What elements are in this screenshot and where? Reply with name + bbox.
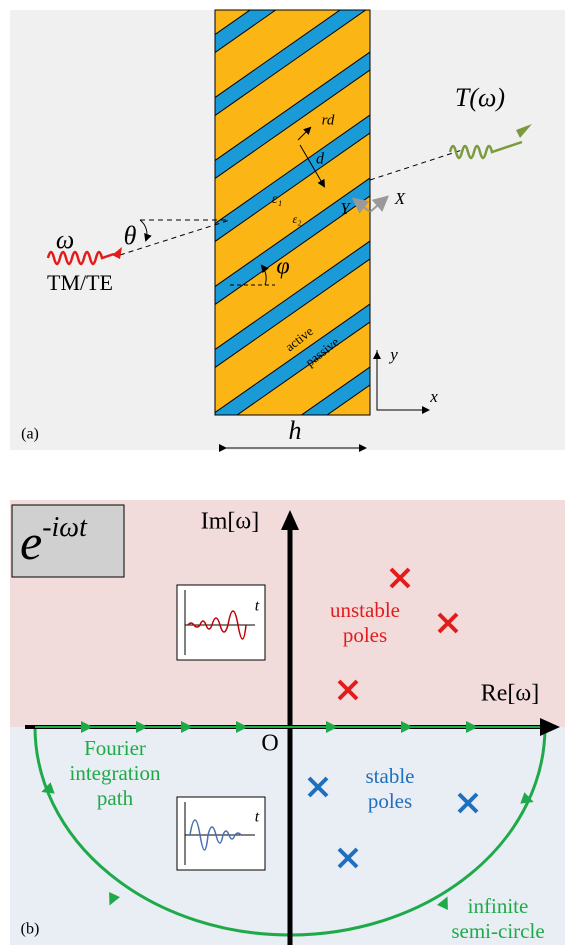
unstable-label: poles [343, 623, 387, 647]
fourier-label: path [97, 786, 134, 810]
inset-top-t: t [255, 598, 260, 615]
eps2: ε₂ [293, 212, 302, 226]
transmission: T(ω) [455, 83, 505, 112]
fourier-label: Fourier [84, 736, 146, 760]
origin: O [261, 731, 278, 757]
theta: θ [124, 221, 137, 250]
panel-label: (b) [21, 921, 40, 938]
stable-label: poles [368, 789, 412, 813]
re-label: Re[ω] [481, 681, 539, 707]
x-label: x [429, 387, 438, 406]
d: d [316, 151, 325, 168]
fourier-label: integration [70, 761, 161, 785]
exp-power: -iωt [42, 512, 88, 543]
phi: φ [276, 254, 289, 280]
im-label: Im[ω] [201, 509, 259, 535]
figure: ω θ TM/TE T(ω) rd d ε₁ ε₂ Y X φ active p… [0, 0, 575, 950]
omega: ω [56, 225, 74, 254]
stable-label: stable [366, 764, 415, 788]
semicircle-label: semi-circle [451, 919, 544, 943]
Y-label: Y [340, 199, 351, 218]
eps1: ε₁ [272, 192, 282, 207]
panel-label: (a) [21, 426, 39, 443]
y-label: y [388, 345, 398, 364]
rd: rd [322, 112, 335, 128]
polarization: TM/TE [47, 270, 113, 295]
unstable-label: unstable [330, 598, 400, 622]
exp-base: e [20, 514, 42, 570]
semicircle-label: infinite [468, 894, 529, 918]
inset-bottom-t: t [255, 809, 260, 826]
h: h [289, 416, 302, 445]
X-label: X [394, 189, 406, 208]
